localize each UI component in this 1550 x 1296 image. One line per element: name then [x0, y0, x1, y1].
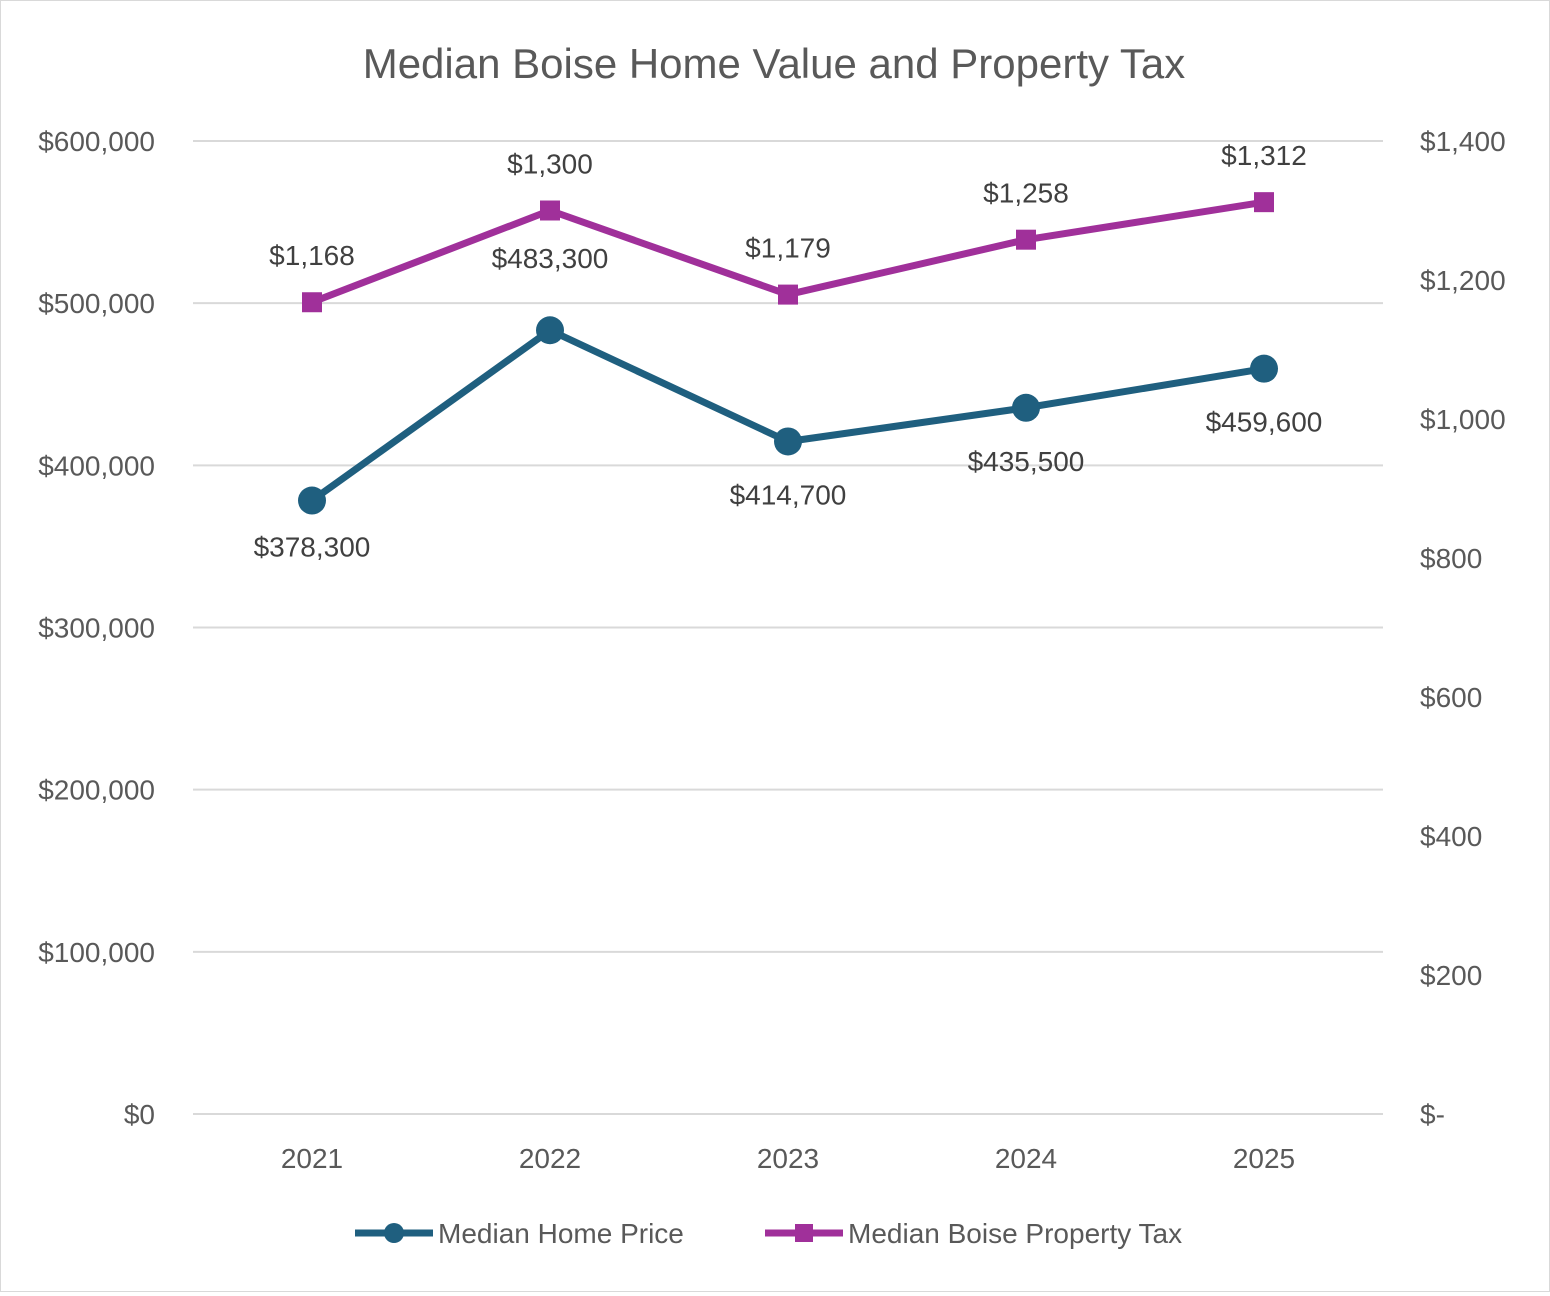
- right-tick-label: $800: [1420, 543, 1482, 574]
- chart-title: Median Boise Home Value and Property Tax: [363, 40, 1186, 87]
- data-point-circle: [774, 427, 802, 456]
- legend-label: Median Boise Property Tax: [848, 1218, 1182, 1249]
- right-tick-label: $600: [1420, 682, 1482, 713]
- x-tick-label: 2025: [1233, 1143, 1295, 1174]
- left-tick-label: $500,000: [38, 288, 155, 319]
- data-label: $1,179: [745, 233, 831, 264]
- right-tick-label: $1,400: [1420, 126, 1506, 157]
- left-tick-label: $0: [124, 1099, 155, 1130]
- series-group: $378,300 $483,300 $414,700 $435,500 $459,600…: [254, 140, 1323, 562]
- data-label: $414,700: [730, 479, 847, 510]
- data-label: $435,500: [968, 446, 1085, 477]
- left-tick-label: $200,000: [38, 775, 155, 806]
- x-tick-label: 2022: [519, 1143, 581, 1174]
- data-point-circle: [1250, 354, 1278, 383]
- left-axis: $0 $100,000 $200,000 $300,000 $400,000 $500,0…: [38, 126, 155, 1130]
- right-axis: $- $200 $400 $600 $800 $1,000 $1,200 $1,400: [1420, 126, 1506, 1130]
- data-point-square: [1254, 192, 1274, 213]
- data-point-circle: [1012, 393, 1040, 422]
- legend-circle-marker: [384, 1223, 404, 1243]
- data-point-square: [778, 284, 798, 305]
- x-tick-label: 2021: [281, 1143, 343, 1174]
- legend-square-marker: [795, 1224, 813, 1242]
- data-label: $378,300: [254, 532, 371, 563]
- data-point-square: [540, 200, 560, 221]
- x-tick-label: 2023: [757, 1143, 819, 1174]
- data-point-circle: [298, 486, 326, 515]
- data-label: $1,312: [1221, 140, 1307, 171]
- right-tick-label: $1,000: [1420, 404, 1506, 435]
- right-tick-label: $1,200: [1420, 265, 1506, 296]
- legend-label: Median Home Price: [438, 1218, 684, 1249]
- data-label: $1,168: [269, 240, 355, 271]
- data-point-circle: [536, 316, 564, 345]
- left-tick-label: $400,000: [38, 450, 155, 481]
- data-point-square: [302, 292, 322, 313]
- left-tick-label: $100,000: [38, 937, 155, 968]
- legend: Median Home Price Median Boise Property T…: [355, 1218, 1182, 1249]
- data-label: $1,258: [983, 178, 1069, 209]
- data-label: $1,300: [507, 149, 593, 180]
- data-label: $459,600: [1206, 407, 1323, 438]
- left-tick-label: $600,000: [38, 126, 155, 157]
- x-tick-label: 2024: [995, 1143, 1057, 1174]
- right-tick-label: $400: [1420, 821, 1482, 852]
- series-line-1: [309, 326, 1265, 504]
- right-tick-label: $200: [1420, 960, 1482, 991]
- right-tick-label: $-: [1420, 1099, 1445, 1130]
- left-tick-label: $300,000: [38, 613, 155, 644]
- x-axis: 2021 2022 2023 2024 2025: [281, 1143, 1295, 1174]
- data-label: $483,300: [492, 243, 609, 274]
- data-point-square: [1016, 229, 1036, 250]
